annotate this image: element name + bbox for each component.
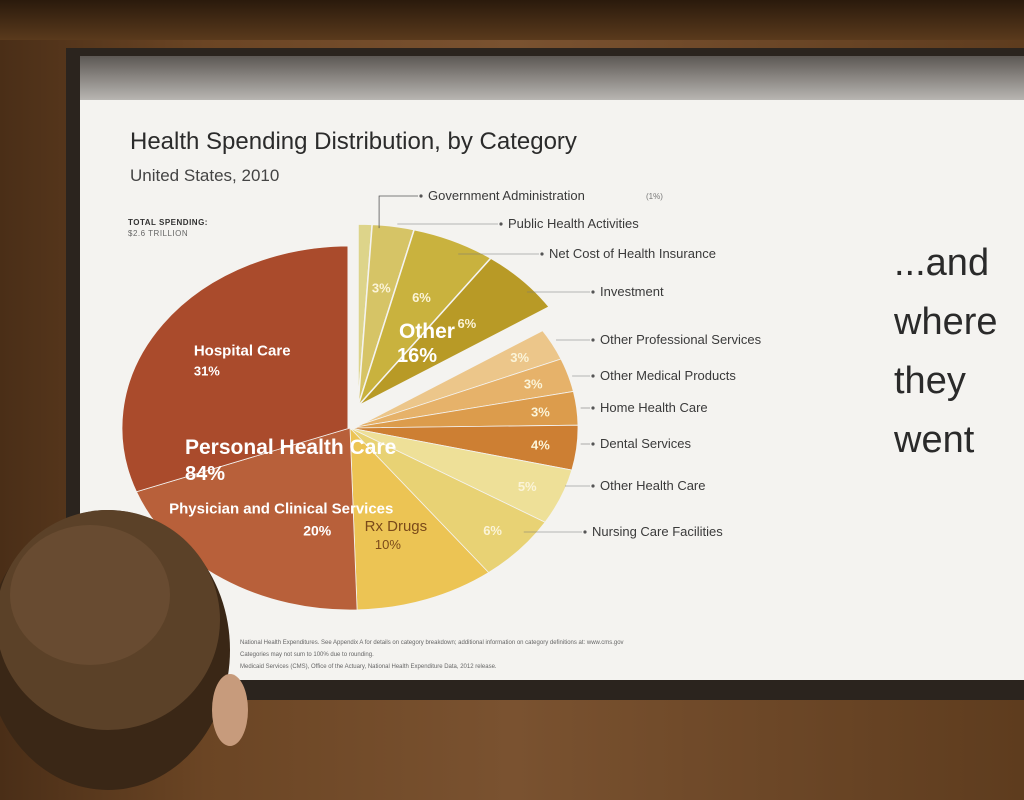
room-ceiling	[0, 0, 1024, 40]
slice-label-physician-and-clinical-services: 20%	[303, 523, 332, 539]
slice-label-hospital-care: 31%	[194, 364, 220, 379]
callout-dot-public-health-activities	[499, 222, 503, 226]
callout-dot-nursing-care-facilities	[583, 530, 587, 534]
callout-name-other-health-care: Other Health Care	[600, 478, 706, 493]
callout-dot-investment	[591, 290, 595, 294]
side-caption-line-4: went	[894, 419, 975, 461]
callout-value-government-administration: (1%)	[646, 192, 663, 201]
callout-name-dental-services: Dental Services	[600, 436, 692, 451]
callout-dot-government-administration	[419, 194, 423, 198]
callout-name-public-health-activities: Public Health Activities	[508, 216, 639, 231]
side-caption-line-1: ...and	[894, 242, 990, 284]
slice-label-nursing-care-facilities: 6%	[483, 523, 502, 538]
callout-dot-other-health-care	[591, 484, 595, 488]
callout-name-government-administration: Government Administration	[428, 188, 585, 203]
slice-label-investment: 6%	[457, 316, 476, 331]
callout-name-home-health-care: Home Health Care	[600, 400, 708, 415]
callout-dot-dental-services	[591, 442, 595, 446]
audience-member-head	[0, 510, 248, 790]
pie-slice-investment	[357, 257, 551, 407]
slice-label-dental-services: 4%	[531, 438, 550, 453]
callout-name-other-professional-services: Other Professional Services	[600, 332, 762, 347]
chart-subtitle: United States, 2010	[130, 166, 280, 185]
pie-slice-physician-and-clinical-services	[135, 427, 358, 611]
pie-chart: 3% 6% 6% 3% 3% 3% 4% 5% 6% Hospital Care 31% Physic…	[121, 188, 762, 611]
total-spending-label: TOTAL SPENDING:	[128, 218, 208, 227]
callout-dot-other-medical-products	[591, 374, 595, 378]
callout-line-government-administration	[378, 195, 418, 229]
slice-label-other-medical-products: 3%	[524, 376, 543, 391]
callout-name-nursing-care-facilities: Nursing Care Facilities	[592, 524, 723, 539]
total-spending-value: $2.6 TRILLION	[128, 229, 189, 238]
callout-name-net-cost-of-health-insurance: Net Cost of Health Insurance	[549, 246, 716, 261]
slice-name-rx-drugs: Rx Drugs	[365, 518, 428, 535]
callout-dot-net-cost-of-health-insurance	[540, 252, 544, 256]
pie-slice-rx-drugs	[349, 426, 490, 611]
side-caption-line-3: they	[894, 360, 966, 402]
group-label-personal-health-care: 84%	[185, 463, 225, 485]
footnote-2: Categories may not sum to 100% due to ro…	[240, 652, 374, 658]
callout-dot-other-professional-services	[591, 338, 595, 342]
slice-name-physician-and-clinical-services: Physician and Clinical Services	[169, 501, 393, 518]
slice-label-home-health-care: 3%	[531, 404, 550, 419]
footnote-1: National Health Expenditures. See Append…	[240, 640, 624, 646]
group-name-personal-health-care: Personal Health Care	[185, 436, 396, 459]
callout-dot-home-health-care	[591, 406, 595, 410]
chart-title: Health Spending Distribution, by Categor…	[130, 128, 577, 155]
slice-label-rx-drugs: 10%	[375, 537, 401, 552]
callout-name-other-medical-products: Other Medical Products	[600, 368, 736, 383]
footnote-3: Medicaid Services (CMS), Office of the A…	[240, 664, 497, 670]
slice-label-public-health-activities: 3%	[372, 280, 391, 295]
slice-label-other-health-care: 5%	[518, 479, 537, 494]
group-name-other: Other	[399, 320, 455, 343]
slice-name-hospital-care: Hospital Care	[194, 343, 291, 360]
projector-screen-top	[80, 56, 1024, 108]
side-caption-line-2: where	[894, 301, 998, 343]
slice-label-net-cost-of-health-insurance: 6%	[412, 290, 431, 305]
group-separator-2	[348, 324, 547, 431]
slice-label-other-professional-services: 3%	[510, 350, 529, 365]
pie-slice-hospital-care	[121, 245, 351, 493]
callout-name-investment: Investment	[600, 284, 664, 299]
side-caption: ...and where they went	[894, 234, 1024, 470]
group-label-other: 16%	[397, 345, 437, 367]
